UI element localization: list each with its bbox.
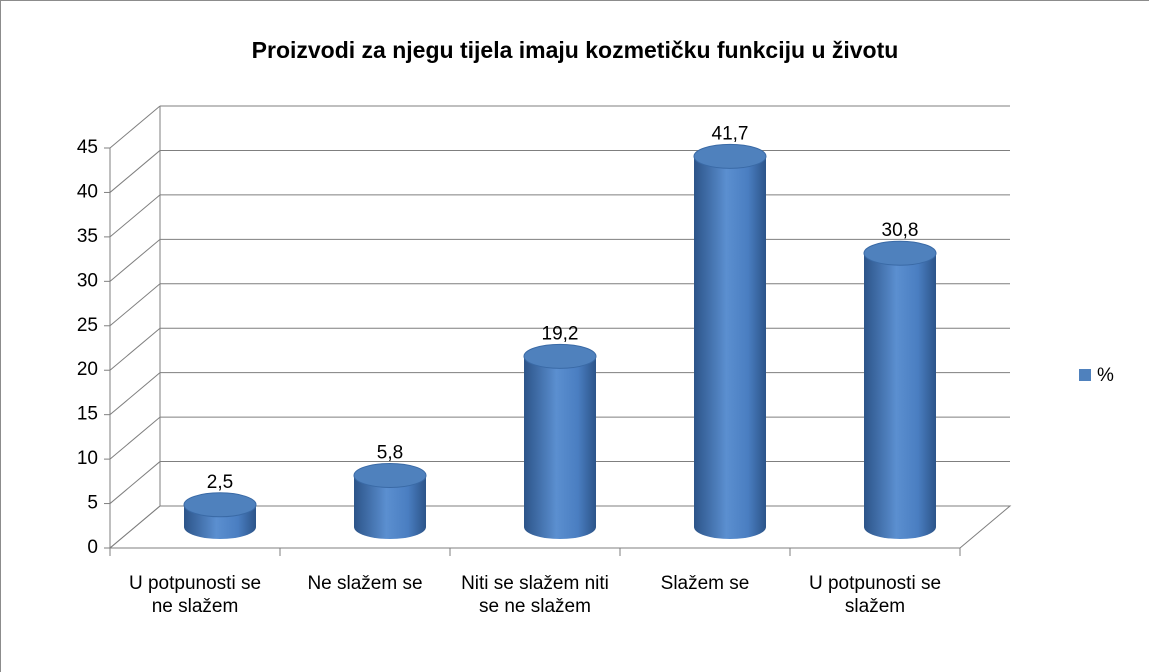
grid-line [109, 461, 161, 504]
bar-top [183, 492, 257, 518]
bar-top [863, 240, 937, 266]
y-tick-label: 0 [87, 537, 98, 558]
y-tick-label: 5 [87, 493, 98, 514]
bar-top [523, 343, 597, 369]
y-tick-label: 15 [77, 404, 98, 425]
bar [354, 475, 426, 539]
x-tick-label: U potpunosti se slažem [808, 573, 942, 617]
grid-line [109, 238, 161, 282]
y-tick-label: 40 [77, 181, 98, 202]
bar [524, 356, 596, 539]
y-tick-label: 20 [77, 359, 98, 380]
grid-line [109, 372, 161, 416]
y-tick-label: 25 [77, 315, 98, 336]
value-label: 19,2 [542, 323, 579, 344]
grid-line [109, 194, 161, 238]
grid-line [109, 416, 161, 460]
grid-line [109, 105, 161, 149]
legend-swatch [1079, 369, 1091, 381]
value-label: 41,7 [712, 123, 749, 144]
grid-line [109, 283, 161, 327]
grid-line [109, 150, 161, 193]
legend-label: % [1097, 365, 1114, 386]
value-label: 30,8 [882, 220, 919, 241]
grid-line [109, 505, 161, 549]
x-tick-label: Niti se slažem niti se ne slažem [461, 573, 609, 617]
chart-title: Proizvodi za njegu tijela imaju kozmetič… [252, 37, 899, 63]
value-label: 5,8 [377, 442, 403, 463]
bar-top [353, 462, 427, 488]
y-tick-label: 45 [77, 137, 98, 158]
grid-line [109, 327, 161, 371]
x-tick-label: Slažem se [660, 573, 750, 594]
y-tick-label: 10 [77, 448, 98, 469]
x-tick-label: U potpunosti se ne slažem [128, 573, 262, 617]
value-label: 2,5 [207, 472, 233, 493]
y-tick-label: 30 [77, 270, 98, 291]
y-tick-label: 35 [77, 226, 98, 247]
bar [864, 253, 936, 539]
x-tick-label: Ne slažem se [307, 573, 423, 594]
bar [694, 156, 766, 540]
bar-top [693, 143, 767, 169]
